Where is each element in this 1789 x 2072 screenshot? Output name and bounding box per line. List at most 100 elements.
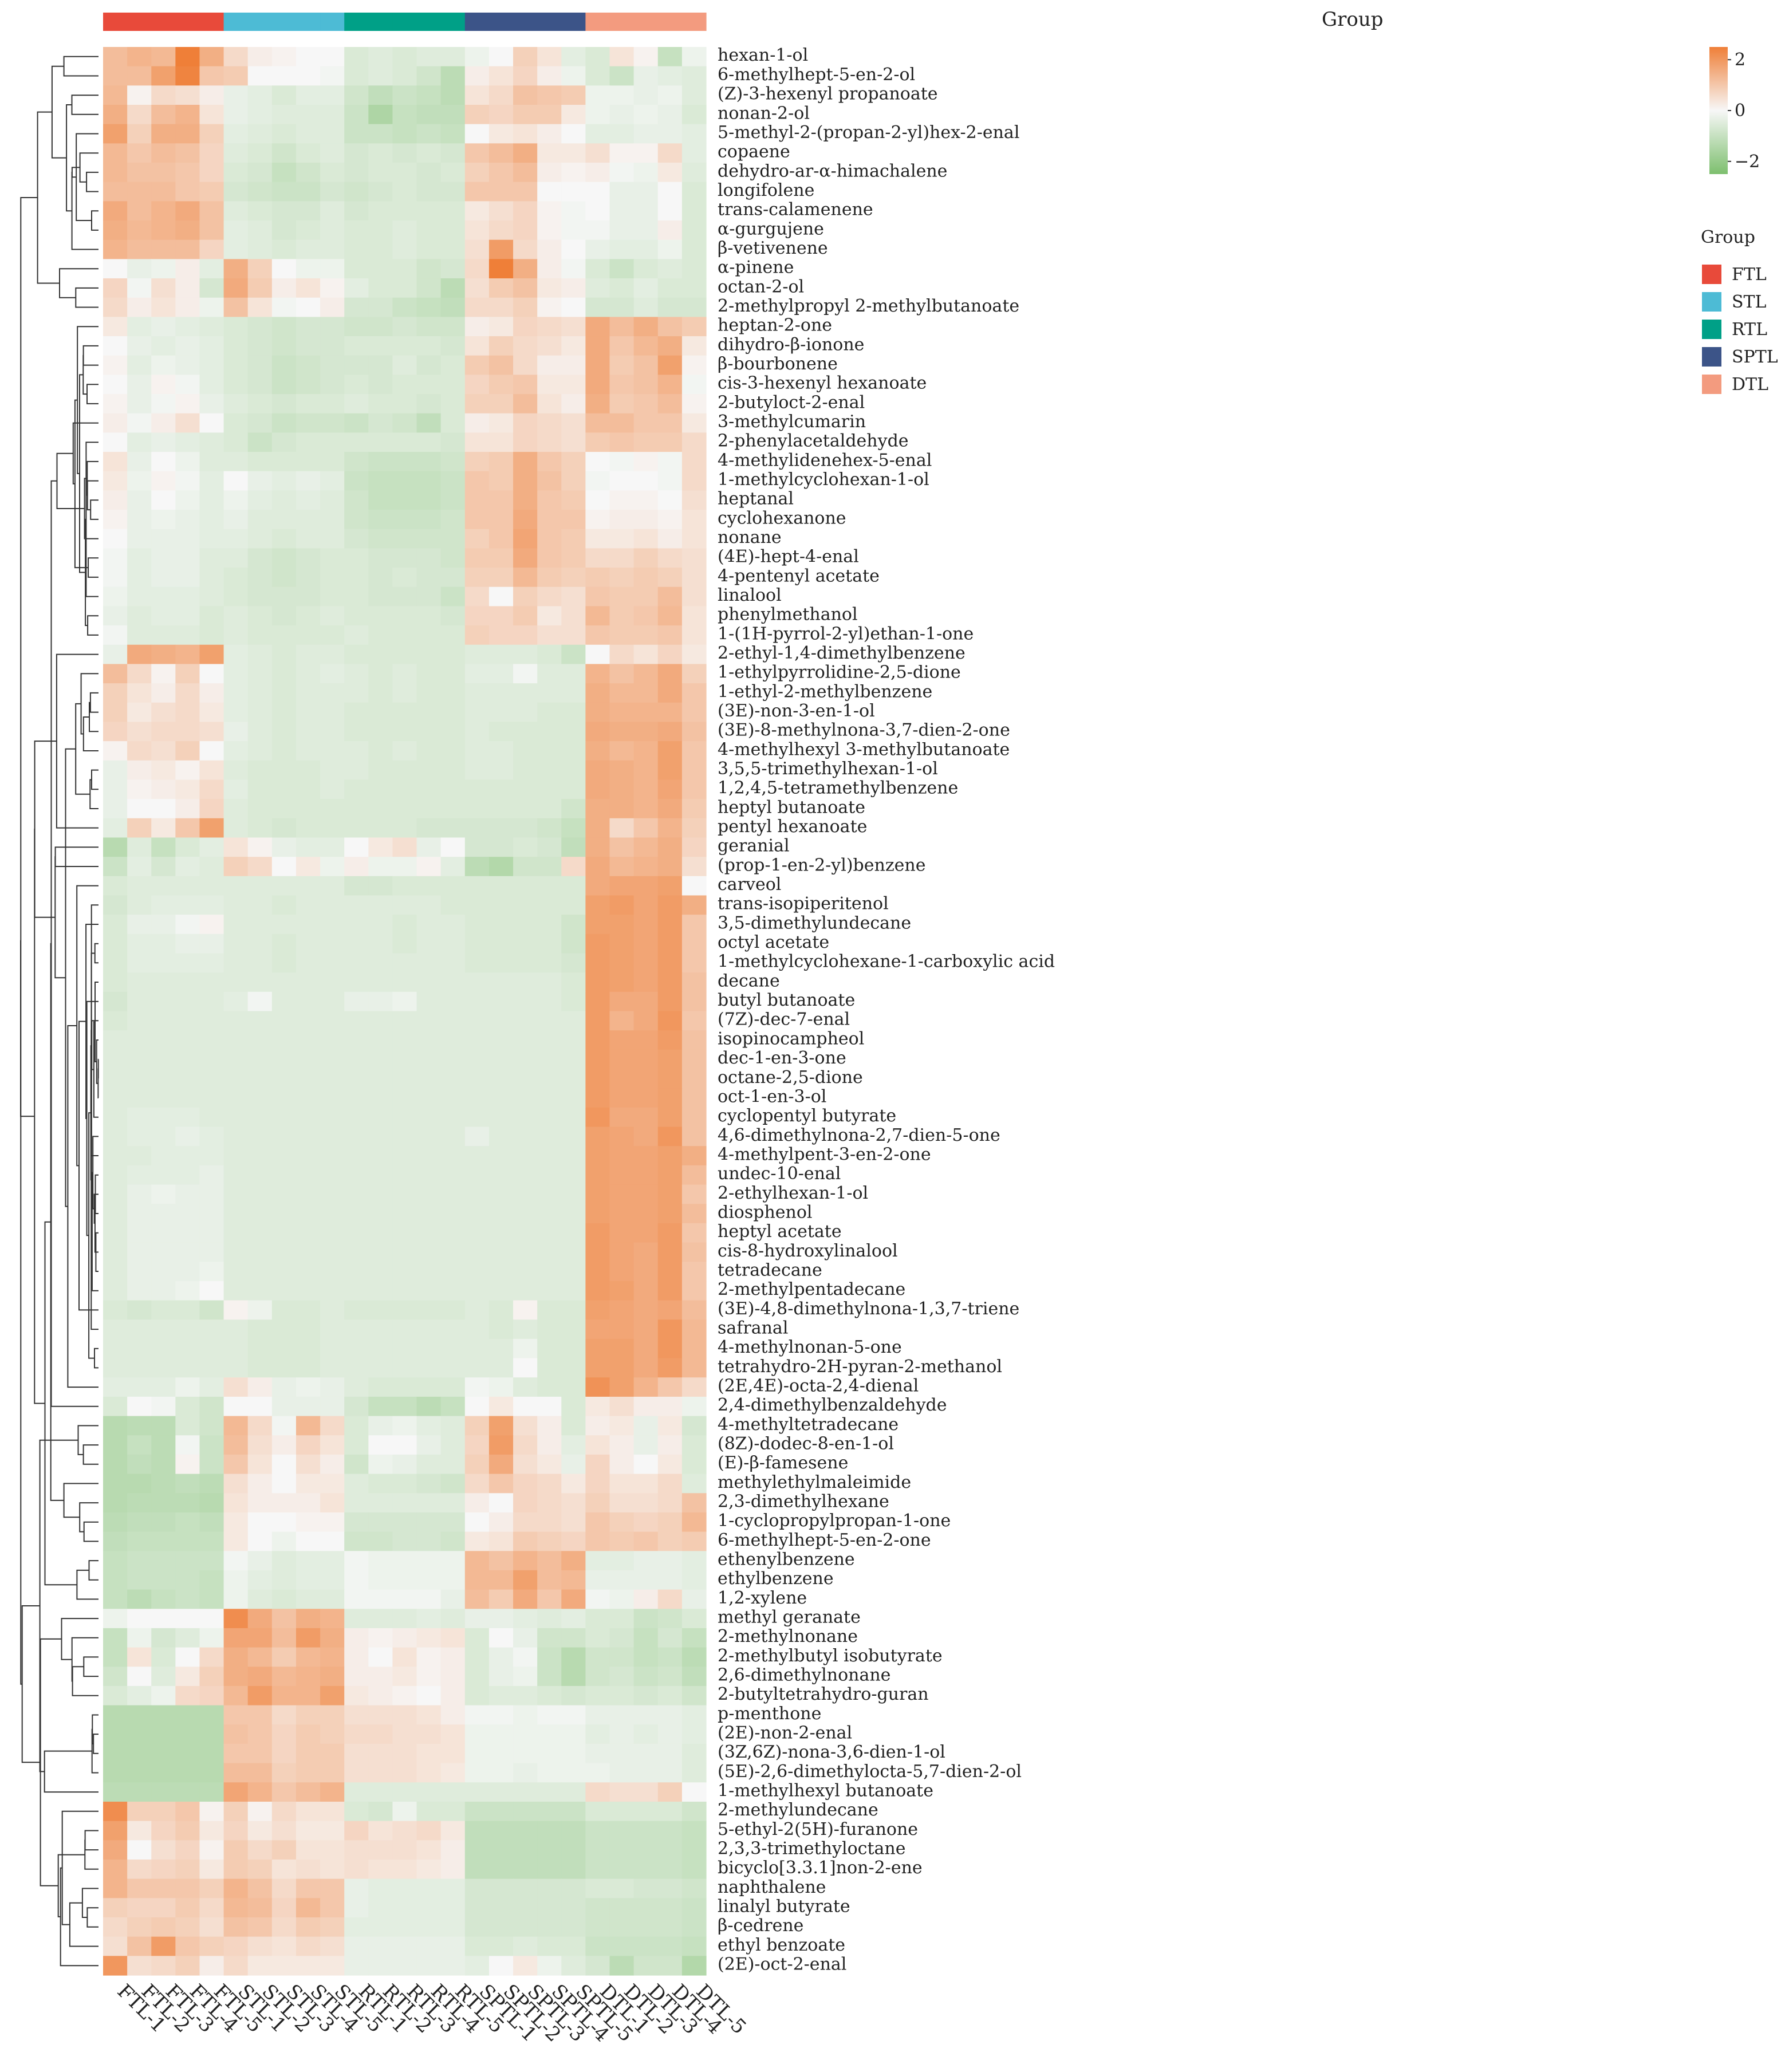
heatmap-cell: [271, 722, 297, 742]
dendrogram-branch: [86, 480, 98, 511]
heatmap-cell: [344, 1493, 369, 1513]
heatmap-cell: [488, 933, 514, 954]
heatmap-cell: [537, 1956, 562, 1976]
heatmap-cell: [633, 1512, 659, 1533]
heatmap-cell: [513, 625, 538, 645]
heatmap-cell: [175, 317, 200, 337]
heatmap-cell: [657, 1146, 683, 1166]
heatmap-cell: [223, 1088, 249, 1108]
heatmap-cell: [416, 1724, 442, 1744]
heatmap-cell: [513, 1242, 538, 1262]
heatmap-cell: [103, 1801, 128, 1822]
heatmap-cell: [127, 490, 152, 510]
heatmap-cell: [513, 1088, 538, 1108]
heatmap-cell: [633, 1878, 659, 1898]
heatmap-cell: [633, 1589, 659, 1609]
heatmap-cell: [440, 1069, 466, 1089]
heatmap-cell: [103, 1956, 128, 1976]
heatmap-cell: [537, 85, 562, 105]
heatmap-cell: [681, 1570, 707, 1590]
heatmap-cell: [440, 1030, 466, 1050]
heatmap-cell: [681, 1531, 707, 1551]
heatmap-cell: [609, 1840, 635, 1860]
heatmap-cell: [488, 1300, 514, 1320]
heatmap-cell: [295, 297, 321, 317]
heatmap-cell: [416, 1146, 442, 1166]
heatmap-cell: [657, 1242, 683, 1262]
heatmap-cell: [464, 895, 490, 915]
heatmap-cell: [368, 1030, 393, 1050]
heatmap-cell: [320, 625, 345, 645]
heatmap-cell: [344, 1338, 369, 1359]
heatmap-cell: [657, 1049, 683, 1070]
heatmap-cell: [247, 355, 273, 375]
heatmap-cell: [175, 915, 200, 935]
heatmap-cell: [295, 1705, 321, 1725]
heatmap-cell: [247, 66, 273, 86]
heatmap-cell: [440, 1628, 466, 1648]
heatmap-cell: [392, 1840, 417, 1860]
heatmap-cell: [464, 1628, 490, 1648]
heatmap-cell: [537, 452, 562, 472]
heatmap-cell: [416, 182, 442, 202]
heatmap-cell: [537, 991, 562, 1012]
row-label: (2E)-oct-2-enal: [718, 1955, 846, 1975]
heatmap-cell: [657, 702, 683, 723]
heatmap-cell: [271, 1512, 297, 1533]
heatmap-cell: [127, 471, 152, 491]
heatmap-cell: [103, 1570, 128, 1590]
heatmap-cell: [247, 1242, 273, 1262]
heatmap-cell: [464, 1242, 490, 1262]
heatmap-cell: [271, 1705, 297, 1725]
heatmap-cell: [585, 1223, 610, 1243]
heatmap-cell: [295, 452, 321, 472]
heatmap-cell: [199, 1685, 224, 1706]
heatmap-cell: [440, 1107, 466, 1128]
heatmap-cell: [440, 1917, 466, 1937]
heatmap-cell: [199, 722, 224, 742]
heatmap-cell: [561, 837, 586, 857]
heatmap-cell: [609, 1956, 635, 1976]
heatmap-cell: [223, 1936, 249, 1956]
heatmap-cell: [681, 1512, 707, 1533]
heatmap-cell: [657, 1531, 683, 1551]
heatmap-cell: [175, 1396, 200, 1417]
heatmap-cell: [247, 1724, 273, 1744]
heatmap-cell: [320, 220, 345, 241]
heatmap-cell: [295, 182, 321, 202]
heatmap-cell: [295, 1667, 321, 1687]
heatmap-cell: [175, 1609, 200, 1629]
dendrogram-branch: [72, 422, 98, 484]
heatmap-cell: [657, 760, 683, 781]
heatmap-cell: [223, 837, 249, 857]
heatmap-cell: [609, 1377, 635, 1397]
heatmap-cell: [344, 915, 369, 935]
heatmap-cell: [344, 1088, 369, 1108]
heatmap-cell: [416, 239, 442, 259]
group-legend-swatch: [1702, 265, 1721, 284]
heatmap-cell: [368, 1223, 393, 1243]
heatmap-cell: [344, 1551, 369, 1571]
heatmap-cell: [633, 490, 659, 510]
heatmap-cell: [368, 413, 393, 433]
heatmap-cell: [488, 1936, 514, 1956]
heatmap-cell: [199, 471, 224, 491]
heatmap-cell: [127, 1685, 152, 1706]
heatmap-cell: [537, 1030, 562, 1050]
heatmap-cell: [440, 220, 466, 241]
heatmap-cell: [271, 1859, 297, 1880]
row-label: (E)-β-famesene: [718, 1453, 848, 1473]
heatmap-cell: [392, 1667, 417, 1687]
heatmap-cell: [247, 1685, 273, 1706]
heatmap-cell: [247, 1898, 273, 1918]
dendrogram-branch: [76, 1569, 98, 1600]
heatmap-cell: [103, 1107, 128, 1128]
heatmap-cell: [103, 1049, 128, 1070]
heatmap-cell: [320, 818, 345, 838]
heatmap-cell: [657, 490, 683, 510]
heatmap-cell: [609, 1088, 635, 1108]
heatmap-cell: [657, 1956, 683, 1976]
heatmap-cell: [223, 1628, 249, 1648]
heatmap-cell: [633, 1474, 659, 1494]
heatmap-cell: [247, 1396, 273, 1417]
